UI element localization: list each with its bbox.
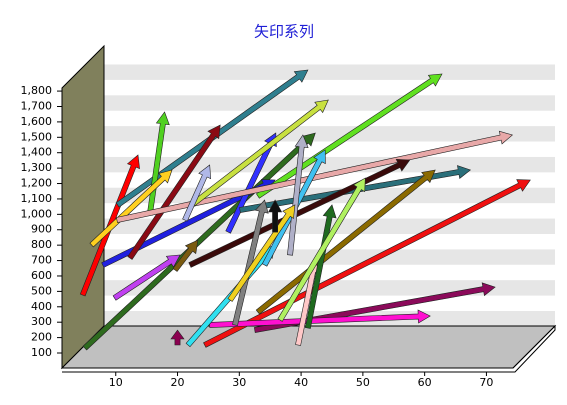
- y-tick-label: 1,200: [21, 177, 53, 190]
- arrow: [287, 134, 309, 256]
- arrow: [172, 239, 199, 272]
- y-tick-label: 1,300: [21, 161, 53, 174]
- y-tick-label: 1,400: [21, 146, 53, 159]
- y-tick-label: 1,600: [21, 115, 53, 128]
- x-tick-label: 30: [232, 376, 246, 389]
- arrow: [255, 73, 443, 199]
- grid-band: [104, 280, 555, 296]
- arrow: [188, 158, 411, 268]
- arrow: [203, 179, 531, 348]
- arrow: [112, 254, 181, 301]
- x-tick-label: 10: [109, 376, 123, 389]
- x-tick-label: 20: [171, 376, 185, 389]
- arrow: [116, 130, 514, 223]
- y-tick-label: 1,500: [21, 130, 53, 143]
- y-tick-label: 800: [31, 238, 52, 251]
- x-tick-label: 60: [418, 376, 432, 389]
- arrow: [209, 309, 431, 328]
- grid-band: [104, 95, 555, 111]
- y-tick-label: 1,000: [21, 207, 53, 220]
- y-tick-label: 1,100: [21, 192, 53, 205]
- x-tick-label: 40: [294, 376, 308, 389]
- arrow: [277, 177, 366, 322]
- grid-band: [104, 156, 555, 173]
- arrow: [182, 164, 212, 222]
- arrow: [89, 169, 173, 248]
- floor: [60, 325, 557, 369]
- left-wall: [61, 44, 105, 370]
- arrow: [127, 124, 221, 260]
- arrow: [268, 199, 283, 233]
- floor-edge: [62, 324, 556, 373]
- arrow: [227, 204, 296, 302]
- arrow: [255, 169, 436, 315]
- y-tick-label: 1,800: [21, 84, 53, 97]
- x-tick-label: 50: [356, 376, 370, 389]
- y-tick-label: 100: [31, 346, 52, 359]
- y-tick-label: 600: [31, 269, 52, 282]
- y-tick-label: 1,700: [21, 99, 53, 112]
- y-tick-label: 200: [31, 331, 52, 344]
- arrow: [232, 199, 269, 326]
- arrow: [170, 329, 185, 346]
- y-tick-label: 900: [31, 223, 52, 236]
- chart-title: 矢印系列: [254, 23, 314, 41]
- y-tick-label: 500: [31, 284, 52, 297]
- y-tick-label: 300: [31, 315, 52, 328]
- y-tick-label: 700: [31, 254, 52, 267]
- arrow: [189, 99, 329, 208]
- y-tick-label: 400: [31, 300, 52, 313]
- x-tick-label: 70: [479, 376, 493, 389]
- grid-band: [104, 64, 555, 80]
